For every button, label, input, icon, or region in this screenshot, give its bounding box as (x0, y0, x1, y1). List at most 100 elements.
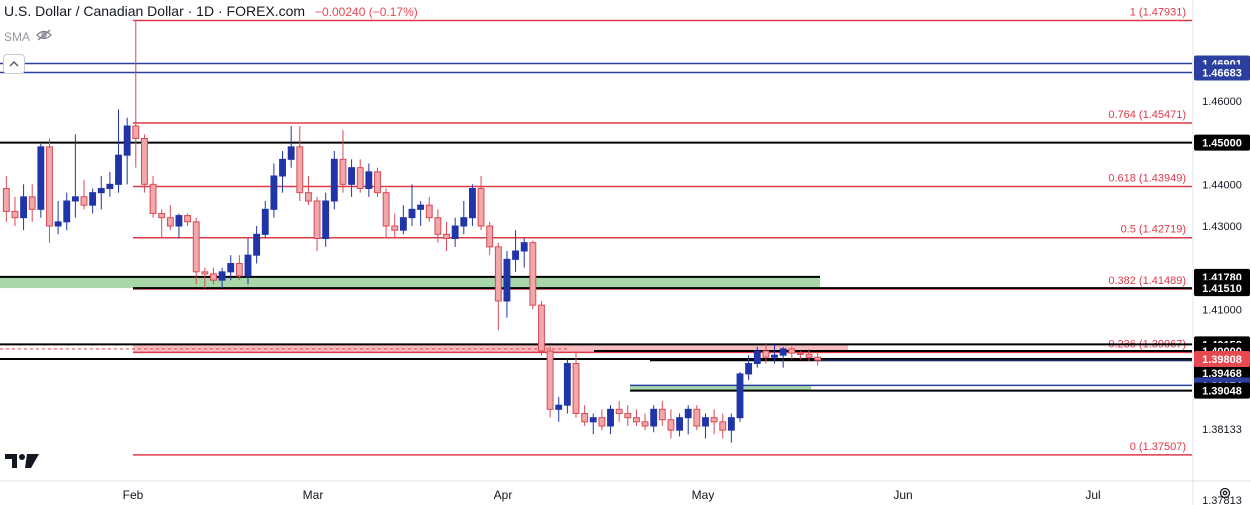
y-tick-1: 1.44000 (1202, 179, 1242, 191)
candle-body-7 (63, 200, 71, 223)
candle-body-62 (538, 304, 545, 352)
support-zone-upper (0, 276, 820, 289)
level-tag-1 (1194, 64, 1250, 81)
candle-body-85 (736, 373, 744, 419)
candle-body-41 (356, 167, 364, 190)
level-tag-text-4: 1.41510 (1202, 283, 1242, 295)
candle-body-26 (227, 263, 235, 273)
candle-body-13 (115, 154, 122, 185)
candle-body-4 (37, 146, 45, 210)
support-zone-lower (630, 385, 811, 391)
resistance-zone (133, 344, 848, 353)
candle-body-73 (632, 417, 640, 423)
y-tick-3: 1.41000 (1202, 304, 1242, 316)
x-tick-2: Apr (494, 488, 513, 502)
fib-label-6: 0 (1.37507) (1130, 441, 1186, 453)
candle-body-22 (192, 221, 200, 273)
current-price-tag-text: 1.39808 (1202, 354, 1242, 366)
level-tag-4 (1194, 280, 1250, 297)
candle-body-58 (503, 258, 511, 302)
level-tag-text-1: 1.46683 (1202, 68, 1242, 80)
candle-body-12 (106, 183, 114, 189)
candle-body-71 (615, 408, 623, 415)
candle-body-37 (322, 200, 330, 239)
candle-body-70 (607, 408, 614, 427)
candle-body-5 (46, 146, 53, 227)
candle-body-28 (244, 254, 252, 277)
price-change: −0.00240 (−0.17%) (314, 5, 418, 19)
x-tick-3: May (692, 488, 715, 502)
chevron-up-icon (9, 61, 19, 67)
y-tick-4: 1.38133 (1202, 424, 1242, 436)
candle-body-32 (279, 158, 286, 177)
candle-body-72 (624, 413, 632, 419)
candle-body-23 (201, 271, 209, 275)
candle-body-36 (313, 200, 321, 239)
fib-label-3: 0.5 (1.42719) (1121, 224, 1186, 236)
candle-body-30 (261, 208, 269, 235)
candle-body-77 (667, 419, 675, 431)
candle-body-50 (434, 217, 442, 235)
candle-body-20 (175, 215, 183, 227)
candle-body-86 (745, 363, 753, 375)
level-tag-text-10: 1.39048 (1202, 386, 1242, 398)
candle-body-61 (529, 242, 537, 306)
candle-body-47 (408, 208, 416, 219)
level-tag-2 (1194, 134, 1250, 151)
candle-body-9 (80, 196, 88, 206)
candle-body-42 (365, 171, 373, 189)
collapse-legend-button[interactable] (3, 54, 25, 74)
candle-body-69 (598, 417, 606, 427)
candle-body-92 (796, 352, 804, 355)
candle-body-10 (89, 192, 97, 206)
level-tag-text-2: 1.45000 (1202, 138, 1242, 150)
candle-body-14 (123, 125, 131, 156)
x-tick-1: Mar (303, 488, 324, 502)
current-price-tag (1194, 351, 1250, 367)
candle-body-46 (399, 217, 407, 231)
x-tick-4: Jun (893, 488, 912, 502)
level-tag-8 (1194, 365, 1250, 382)
tradingview-logo[interactable] (5, 452, 39, 475)
candle-body-53 (460, 217, 468, 227)
y-tick-0: 1.46000 (1202, 96, 1242, 108)
chart-title-bar: U.S. Dollar / Canadian Dollar · 1D · FOR… (4, 3, 418, 19)
x-tick-0: Feb (123, 488, 144, 502)
y-tick-2: 1.43000 (1202, 221, 1242, 233)
candle-body-82 (710, 417, 718, 423)
candle-body-24 (210, 273, 217, 281)
chart-title: U.S. Dollar / Canadian Dollar · 1D · FOR… (4, 3, 306, 19)
candle-body-0 (2, 188, 10, 212)
candle-body-65 (563, 363, 571, 406)
level-tag-10 (1194, 382, 1250, 399)
fib-label-1: 0.764 (1.45471) (1108, 109, 1186, 121)
candle-body-60 (520, 242, 528, 252)
candle-body-11 (97, 188, 105, 194)
candle-body-48 (417, 204, 425, 210)
eye-hidden-icon[interactable] (36, 29, 52, 44)
candle-body-83 (719, 421, 727, 431)
candle-body-64 (555, 404, 563, 410)
fib-label-2: 0.618 (1.43949) (1108, 172, 1186, 184)
candle-body-66 (572, 363, 580, 414)
candle-body-25 (218, 271, 226, 281)
candle-body-17 (149, 183, 157, 214)
candle-body-51 (443, 233, 450, 239)
candle-body-33 (287, 146, 295, 160)
candle-body-88 (762, 350, 770, 358)
candle-body-76 (658, 408, 666, 421)
candle-body-79 (684, 408, 692, 419)
indicator-row[interactable]: SMA (4, 29, 52, 44)
candle-body-80 (693, 408, 701, 427)
candle-body-43 (374, 171, 381, 194)
partial-tick-label: 1.37813 (1202, 495, 1242, 505)
candle-body-29 (253, 233, 261, 256)
candle-body-44 (382, 192, 390, 227)
gear-icon[interactable] (1219, 486, 1231, 504)
candle-body-6 (54, 221, 62, 227)
candle-body-56 (486, 225, 494, 248)
candle-body-38 (330, 158, 338, 202)
fib-label-0: 1 (1.47931) (1130, 7, 1186, 19)
candle-body-3 (28, 196, 36, 210)
